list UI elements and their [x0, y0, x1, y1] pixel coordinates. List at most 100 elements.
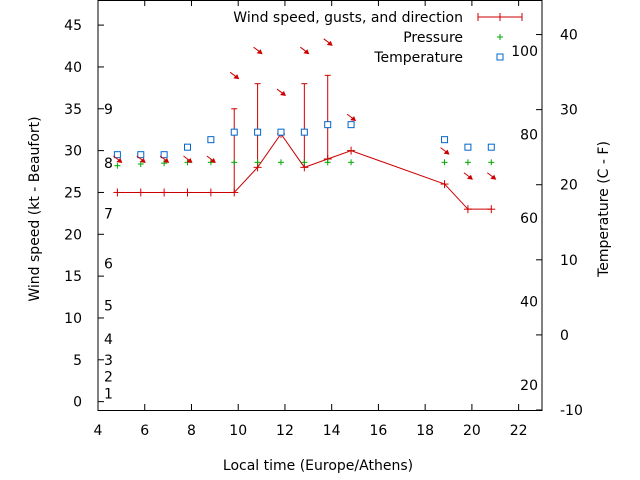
y-right-celsius-tick-label: -10 [560, 403, 583, 419]
y-right-fahrenheit-tick-label: 20 [520, 378, 538, 394]
temperature-point [487, 143, 495, 151]
beaufort-label: 1 [104, 386, 113, 402]
wind-direction-arrow [159, 155, 170, 163]
y-left-tick-label: 45 [64, 18, 82, 34]
beaufort-label: 2 [104, 370, 113, 386]
wind-direction-arrow [300, 46, 310, 55]
temperature-point [230, 128, 238, 136]
legend-wind-label: Wind speed, gusts, and direction [233, 10, 463, 26]
temperature-point [300, 128, 308, 136]
pressure-point [348, 159, 355, 166]
legend-temperature-label: Temperature [373, 50, 463, 66]
pressure-point [441, 159, 448, 166]
wind-speed-point [206, 188, 215, 197]
y-left-tick-label: 25 [64, 185, 82, 201]
wind-speed-point [230, 188, 239, 197]
y-left-tick-label: 5 [73, 353, 82, 369]
temperature-point [464, 143, 472, 151]
temperature-point [184, 143, 192, 151]
wind-speed-point [347, 146, 356, 155]
beaufort-label: 9 [104, 102, 113, 118]
y-right-celsius-tick-label: 0 [560, 328, 569, 344]
beaufort-label: 6 [104, 257, 113, 273]
wind-direction-arrow [136, 155, 146, 163]
x-tick-label: 14 [323, 423, 341, 439]
pressure-point [231, 159, 238, 166]
y-axis-right: -10 0 10 20 30 40 20 40 60 80 100 [511, 28, 583, 419]
x-axis-title: Local time (Europe/Athens) [223, 458, 413, 474]
temperature-point [347, 121, 355, 129]
temperature-point [277, 128, 285, 136]
wind-direction-arrow [183, 155, 193, 163]
gust-bars [231, 74, 331, 193]
wind-direction-arrow [276, 88, 286, 97]
temperature-point [254, 128, 262, 136]
x-tick-label: 12 [276, 423, 294, 439]
plot-border [97, 0, 543, 411]
wind-speed-point [487, 205, 496, 214]
temperature-point [160, 151, 168, 159]
temperature-point [137, 151, 145, 159]
beaufort-label: 3 [104, 353, 113, 369]
legend: Wind speed, gusts, and direction Pressur… [233, 10, 523, 66]
wind-direction-arrow [463, 172, 473, 180]
legend-pressure-label: Pressure [403, 30, 463, 46]
wind-speed-point [183, 188, 192, 197]
pressure-point [464, 159, 471, 166]
temperature-point [324, 121, 332, 129]
pressure-point [254, 159, 261, 166]
x-tick-label: 8 [187, 423, 196, 439]
y-left-tick-label: 30 [64, 144, 82, 160]
pressure-point [488, 159, 495, 166]
wind-speed-point [440, 180, 449, 189]
wind-direction-arrow [229, 71, 240, 80]
temperature-point [441, 136, 449, 144]
y-left-tick-label: 40 [64, 60, 82, 76]
x-tick-label: 10 [229, 423, 247, 439]
x-tick-label: 18 [416, 423, 434, 439]
wind-direction-arrow [253, 46, 263, 55]
beaufort-label: 4 [104, 332, 113, 348]
y-right-celsius-tick-label: 20 [560, 178, 578, 194]
beaufort-scale: 123 4 5 6 7 8 9 [104, 102, 113, 402]
pressure-point [277, 159, 284, 166]
x-axis: 4 6 8 10 12 14 16 18 20 22 [94, 0, 528, 439]
temperature-point [113, 151, 121, 159]
y-left-tick-label: 0 [73, 395, 82, 411]
x-tick-label: 6 [140, 423, 149, 439]
wind-direction-arrows [113, 38, 497, 180]
y-axis-left-title: Wind speed (kt - Beaufort) [27, 116, 43, 301]
beaufort-label: 5 [104, 298, 113, 314]
wind-direction-arrow [323, 38, 333, 46]
y-right-celsius-tick-label: 10 [560, 253, 578, 269]
wind-speed-point [160, 188, 169, 197]
y-right-celsius-tick-label: 40 [560, 28, 578, 44]
wind-speed-point [463, 205, 472, 214]
beaufort-label: 8 [104, 156, 113, 172]
y-right-fahrenheit-tick-label: 80 [520, 128, 538, 144]
temperature-series [113, 121, 495, 159]
x-tick-label: 20 [463, 423, 481, 439]
wind-direction-arrow [486, 172, 497, 180]
pressure-point [301, 159, 308, 166]
pressure-point [324, 159, 331, 166]
beaufort-label: 7 [104, 206, 113, 222]
wind-direction-arrow [113, 155, 123, 163]
y-left-tick-label: 35 [64, 102, 82, 118]
y-left-tick-label: 15 [64, 269, 82, 285]
y-axis-right-title: Temperature (C - F) [596, 141, 612, 278]
x-tick-label: 4 [94, 423, 103, 439]
y-right-fahrenheit-tick-label: 60 [520, 211, 538, 227]
wind-direction-arrow [346, 113, 357, 122]
plot-frame [97, 0, 543, 411]
y-right-fahrenheit-tick-label: 40 [520, 295, 538, 311]
wind-direction-arrow [206, 155, 216, 163]
y-axis-left: 0 5 10 15 20 25 30 35 40 45 [64, 18, 104, 411]
y-left-tick-label: 20 [64, 227, 82, 243]
y-right-celsius-tick-label: 30 [560, 103, 578, 119]
temperature-point [207, 136, 215, 144]
x-tick-label: 22 [510, 423, 528, 439]
legend-temperature-marker [496, 53, 504, 61]
y-left-tick-label: 10 [64, 311, 82, 327]
